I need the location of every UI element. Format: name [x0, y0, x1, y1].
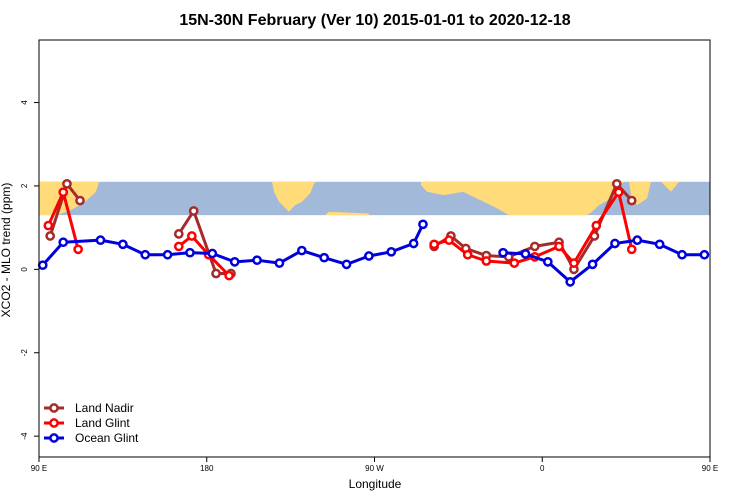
- series-2-point-0-6: [185, 247, 195, 258]
- series-1-point-2-0: [429, 239, 439, 250]
- y-tick-label-3: 2: [20, 183, 29, 188]
- map-land-1: [272, 181, 315, 212]
- series-2-point-0-2: [95, 235, 106, 246]
- series-0-point-1-2: [211, 268, 221, 279]
- series-2-point-0-12: [319, 252, 330, 263]
- series-2-point-1-1: [520, 249, 531, 259]
- series-0-point-0-1: [62, 179, 72, 189]
- series-1-point-2-9: [613, 187, 624, 198]
- legend-label-0: Land Nadir: [75, 401, 134, 415]
- x-tick-label-2: 90 W: [365, 464, 384, 473]
- series-2-point-0-9: [252, 255, 262, 266]
- series-2-point-0-8: [229, 256, 240, 267]
- legend-label-1: Land Glint: [75, 416, 130, 430]
- series-0-point-1-1: [188, 206, 199, 216]
- series-2-point-0-4: [140, 249, 151, 260]
- series-2-point-1-6: [632, 235, 643, 246]
- series-0-point-1-0: [173, 229, 184, 239]
- y-tick-label-2: 0: [20, 267, 29, 272]
- series-1-point-2-10: [626, 244, 637, 255]
- series-1-point-2-8: [591, 220, 602, 231]
- map-land-2: [325, 211, 369, 216]
- legend-label-2: Ocean Glint: [75, 431, 139, 445]
- series-2-point-0-3: [118, 239, 128, 250]
- series-2-point-0-5: [162, 249, 173, 260]
- chart-title: 15N-30N February (Ver 10) 2015-01-01 to …: [179, 12, 570, 29]
- series-1-point-2-1: [444, 235, 454, 246]
- series-0-point-2-5: [529, 241, 540, 252]
- world-map-band: [39, 181, 710, 216]
- map-land-5: [661, 181, 679, 192]
- series-1-point-1-1: [186, 231, 197, 241]
- y-tick-label-1: -2: [20, 349, 29, 357]
- series-2-point-0-13: [341, 259, 352, 270]
- y-tick-label-4: 4: [20, 100, 29, 105]
- series-2-point-0-11: [296, 245, 307, 256]
- map-land-0: [39, 181, 99, 216]
- y-tick-label-0: -4: [20, 432, 29, 440]
- series-1-point-2-7: [569, 258, 579, 268]
- series-1-point-2-4: [509, 258, 520, 268]
- series-0-line-1: [177, 209, 231, 276]
- series-layer: [37, 179, 710, 287]
- series-2-point-0-15: [386, 246, 397, 257]
- series-2-point-0-10: [274, 258, 285, 268]
- x-tick-label-1: 180: [200, 464, 214, 473]
- y-axis: -4 -2 0 2 4: [20, 100, 39, 440]
- x-axis-label: Longitude: [349, 477, 402, 491]
- series-1-point-2-3: [481, 256, 492, 266]
- series-1-point-0-1: [58, 187, 69, 198]
- series-2-point-0-0: [37, 260, 48, 271]
- x-tick-label-3: 0: [540, 464, 545, 473]
- series-2-point-1-3: [565, 277, 576, 287]
- legend-marker-2: [49, 433, 59, 443]
- y-axis-label: XCO2 - MLO trend (ppm): [0, 183, 13, 318]
- series-2-point-1-8: [677, 249, 687, 260]
- series-2-point-1-2: [542, 256, 553, 267]
- series-1-point-1-0: [173, 241, 184, 252]
- series-1-line-1: [177, 234, 231, 277]
- series-2-point-0-16: [408, 238, 419, 249]
- legend-marker-1: [49, 418, 59, 428]
- series-1-point-2-6: [554, 241, 564, 252]
- series-1-point-2-2: [462, 249, 473, 260]
- series-0-point-0-2: [75, 195, 85, 206]
- x-tick-label-0: 90 E: [31, 464, 47, 473]
- series-0-point-0-0: [45, 231, 56, 241]
- series-0-point-2-9: [611, 179, 622, 189]
- series-2-point-1-0: [498, 247, 508, 258]
- series-2-point-0-17: [418, 219, 428, 230]
- series-2-point-0-14: [364, 251, 374, 261]
- series-2-point-0-1: [58, 237, 69, 248]
- series-2-point-1-7: [654, 239, 665, 250]
- series-2-point-1-5: [610, 238, 620, 249]
- series-2-point-1-9: [699, 249, 710, 260]
- legend-marker-0: [49, 403, 59, 413]
- series-0-point-2-10: [626, 195, 637, 206]
- series-1-point-0-0: [43, 220, 54, 231]
- series-2-line-1: [503, 238, 705, 284]
- map-land-3: [421, 181, 624, 216]
- x-tick-label-4: 90 E: [702, 464, 718, 473]
- series-2-point-0-7: [207, 248, 218, 259]
- series-1-point-0-2: [73, 244, 83, 255]
- series-2-point-1-4: [587, 259, 598, 270]
- series-1-point-1-3: [224, 270, 234, 281]
